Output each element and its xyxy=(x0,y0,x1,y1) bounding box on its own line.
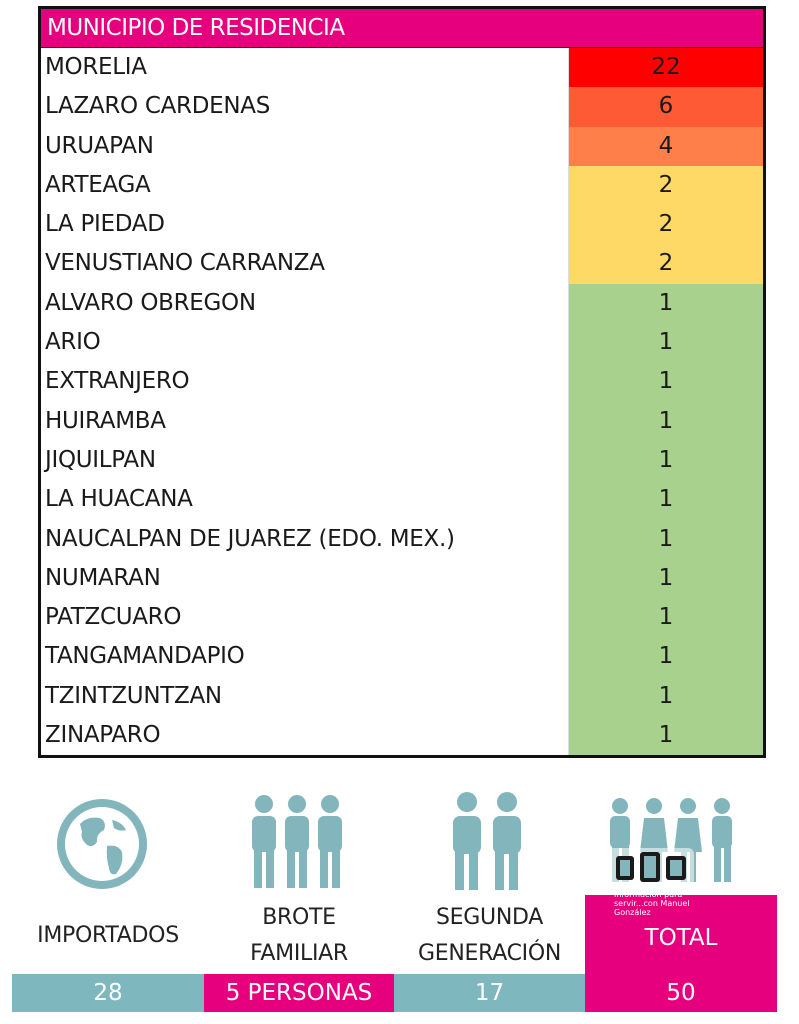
case-count: 22 xyxy=(568,48,763,88)
table-row: TZINTZUNTZAN 1 xyxy=(41,676,763,717)
segunda-value: 17 xyxy=(394,974,585,1012)
stats-bar: 28 5 PERSONAS 17 50 xyxy=(12,974,777,1012)
municipality-name: LAZARO CARDENAS xyxy=(45,93,271,120)
table-row: HUIRAMBA 1 xyxy=(41,401,763,441)
table-row: VENUSTIANO CARRANZA 2 xyxy=(41,244,763,284)
case-count: 4 xyxy=(568,126,763,166)
case-count: 1 xyxy=(568,323,763,363)
table-row: ALVARO OBREGON 1 xyxy=(41,283,763,324)
case-count: 2 xyxy=(568,205,763,245)
table-row: NAUCALPAN DE JUAREZ (EDO. MEX.) 1 xyxy=(41,519,763,559)
table-row: JIQUILPAN 1 xyxy=(41,440,763,481)
table-row: LAZARO CARDENAS 6 xyxy=(41,87,763,127)
case-count: 2 xyxy=(568,165,763,206)
watermark-line-3: González xyxy=(614,908,651,917)
table-row: EXTRANJERO 1 xyxy=(41,362,763,402)
case-count: 1 xyxy=(568,716,763,756)
table-row: ARIO 1 xyxy=(41,323,763,363)
segunda-label-line-2: GENERACIÓN xyxy=(418,941,561,966)
two-people-icon xyxy=(445,790,530,896)
importados-value: 28 xyxy=(12,974,204,1012)
table-header: MUNICIPIO DE RESIDENCIA xyxy=(41,9,763,48)
brote-label-line-1: BROTE xyxy=(262,905,336,930)
municipality-name: NUMARAN xyxy=(45,564,161,591)
watermark-logo xyxy=(606,842,696,916)
municipality-name: ARIO xyxy=(45,329,101,356)
brote-value: 5 PERSONAS xyxy=(204,974,394,1012)
table-row: NUMARAN 1 xyxy=(41,558,763,599)
case-count: 1 xyxy=(568,401,763,441)
table-row: ARTEAGA 2 xyxy=(41,165,763,206)
brote-label-line-2: FAMILIAR xyxy=(250,941,348,966)
segunda-label-line-1: SEGUNDA xyxy=(436,905,543,930)
watermark-line-2: servir...con Manuel xyxy=(614,899,690,908)
municipality-name: LA PIEDAD xyxy=(45,211,165,238)
table-row: URUAPAN 4 xyxy=(41,126,763,166)
case-count: 1 xyxy=(568,480,763,520)
municipality-name: TZINTZUNTZAN xyxy=(45,682,222,709)
brote-label: BROTE FAMILIAR xyxy=(204,900,394,972)
total-value: 50 xyxy=(585,974,777,1012)
total-box xyxy=(585,895,777,975)
summary-icons xyxy=(0,770,799,900)
table-row: LA PIEDAD 2 xyxy=(41,205,763,245)
municipality-name: VENUSTIANO CARRANZA xyxy=(45,250,325,277)
watermark-text: Información para servir...con Manuel Gon… xyxy=(614,890,694,917)
municipality-name: TANGAMANDAPIO xyxy=(45,643,245,670)
case-count: 2 xyxy=(568,244,763,284)
municipality-name: URUAPAN xyxy=(45,132,154,159)
case-count: 1 xyxy=(568,637,763,677)
municipality-name: ZINAPARO xyxy=(45,722,161,749)
table-row: LA HUACANA 1 xyxy=(41,480,763,520)
table-body: MORELIA 22 LAZARO CARDENAS 6 URUAPAN 4 ARTEAGA… xyxy=(41,48,763,756)
municipality-name: MORELIA xyxy=(45,54,147,80)
watermark-line-1: Información para xyxy=(614,890,683,899)
municipality-name: JIQUILPAN xyxy=(45,446,156,473)
importados-label: IMPORTADOS xyxy=(37,923,179,948)
case-count: 1 xyxy=(568,519,763,559)
table-row: PATZCUARO 1 xyxy=(41,598,763,638)
three-people-icon xyxy=(242,792,352,896)
case-count: 6 xyxy=(568,87,763,127)
case-count: 1 xyxy=(568,676,763,717)
table-row: ZINAPARO 1 xyxy=(41,716,763,756)
municipality-name: EXTRANJERO xyxy=(45,368,190,395)
municipality-table: MUNICIPIO DE RESIDENCIA MORELIA 22 LAZARO … xyxy=(38,6,766,759)
case-count: 1 xyxy=(568,283,763,324)
municipality-name: HUIRAMBA xyxy=(45,407,166,434)
case-count: 1 xyxy=(568,558,763,599)
globe-icon xyxy=(52,794,152,898)
total-label: TOTAL xyxy=(644,925,718,951)
case-count: 1 xyxy=(568,598,763,638)
segunda-label: SEGUNDA GENERACIÓN xyxy=(394,900,585,972)
case-count: 1 xyxy=(568,362,763,402)
table-row: TANGAMANDAPIO 1 xyxy=(41,637,763,677)
municipality-name: PATZCUARO xyxy=(45,604,182,631)
municipality-name: LA HUACANA xyxy=(45,486,193,513)
municipality-name: ARTEAGA xyxy=(45,171,151,198)
case-count: 1 xyxy=(568,440,763,481)
table-row: MORELIA 22 xyxy=(41,48,763,88)
municipality-name: ALVARO OBREGON xyxy=(45,289,256,316)
municipality-name: NAUCALPAN DE JUAREZ (EDO. MEX.) xyxy=(45,525,455,552)
